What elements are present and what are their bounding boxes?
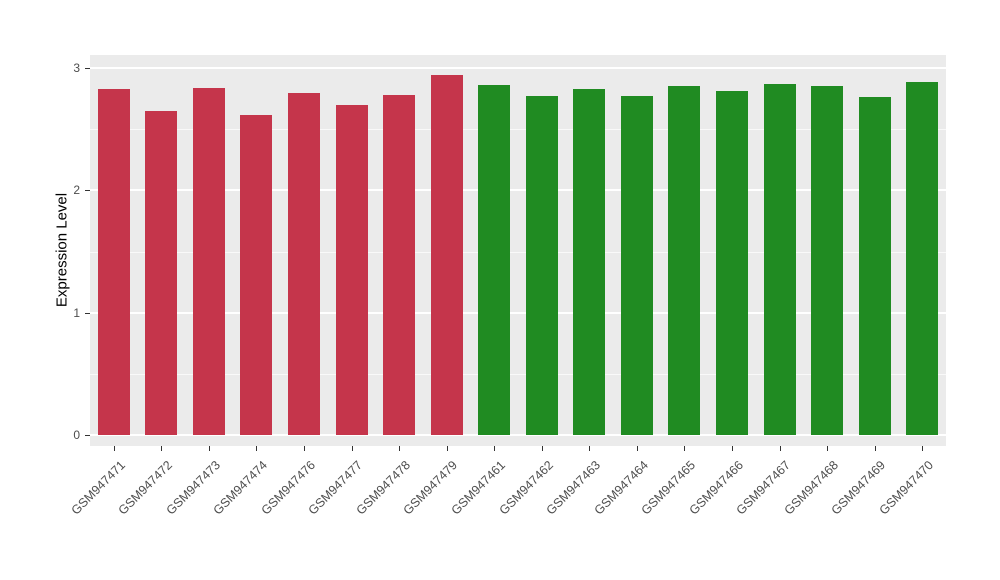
gridline-major: [90, 311, 946, 314]
bar: [906, 81, 939, 435]
bar: [97, 88, 130, 435]
bar: [525, 96, 558, 435]
y-axis-tick-label: 2: [73, 183, 80, 198]
x-axis-tick: [541, 446, 543, 451]
bar: [430, 75, 463, 435]
x-axis-tick: [304, 446, 305, 451]
bar: [858, 97, 891, 435]
x-axis-tick: [256, 446, 258, 451]
x-axis-tick: [779, 446, 781, 451]
bar: [620, 96, 653, 435]
y-axis-tick: [85, 435, 90, 436]
y-axis-tick: [85, 312, 90, 314]
x-axis-tick: [351, 446, 353, 451]
y-axis-tick: [85, 190, 90, 192]
bar: [335, 104, 368, 435]
x-axis-tick: [922, 446, 924, 451]
gridline-minor: [90, 251, 946, 253]
gridline-major: [90, 67, 946, 70]
x-axis-tick: [684, 446, 686, 451]
x-axis-tick: [446, 446, 448, 451]
x-axis-tick: [113, 446, 115, 451]
bar: [192, 87, 225, 435]
x-axis-tick: [827, 446, 829, 451]
bar: [763, 83, 796, 435]
bar: [288, 92, 320, 435]
plot-panel: [90, 55, 946, 446]
x-axis-tick: [874, 446, 876, 451]
bar: [383, 95, 416, 435]
y-axis-tick-label: 3: [73, 61, 80, 76]
x-axis-tick: [208, 446, 210, 451]
x-axis-tick: [732, 446, 733, 451]
bar: [668, 86, 701, 435]
y-axis-tick-label: 1: [73, 305, 80, 320]
x-axis-tick: [494, 446, 496, 451]
gridline-minor: [90, 373, 946, 375]
x-axis-tick: [399, 446, 401, 451]
bar: [573, 88, 606, 435]
bar: [145, 110, 178, 435]
y-axis-tick: [85, 68, 90, 70]
x-axis-tick: [636, 446, 638, 451]
y-axis-title: Expression Level: [53, 192, 71, 308]
x-axis-tick: [589, 446, 591, 451]
x-axis-tick: [161, 446, 163, 451]
bar: [716, 91, 748, 435]
bar: [240, 114, 273, 435]
bar: [811, 86, 844, 435]
y-axis-tick-label: 0: [73, 428, 80, 442]
gridline-minor: [90, 129, 946, 131]
gridline-major: [90, 189, 946, 192]
gridline-major: [90, 434, 946, 436]
bar: [478, 85, 511, 435]
